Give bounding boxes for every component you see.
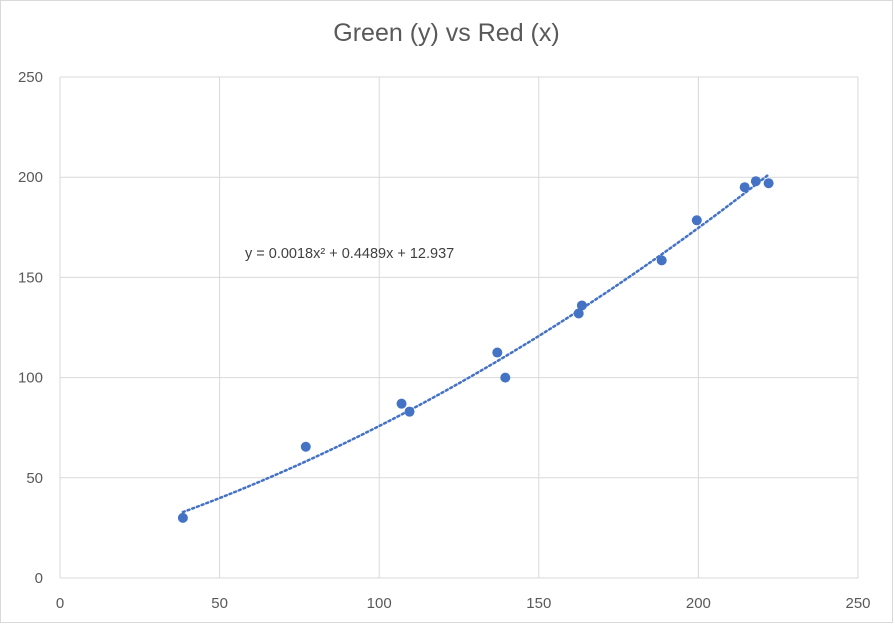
grid-lines [59, 76, 859, 579]
data-point [500, 372, 511, 383]
data-point [656, 255, 667, 266]
data-points [177, 176, 774, 523]
y-tick-label: 100 [18, 370, 43, 387]
x-tick-label: 50 [211, 595, 228, 612]
x-tick-label: 200 [686, 595, 711, 612]
x-tick-label: 0 [56, 595, 64, 612]
x-tick-label: 150 [526, 595, 551, 612]
annotations: y = 0.0018x² + 0.4489x + 12.937 [245, 246, 454, 262]
y-tick-label: 0 [35, 570, 43, 587]
x-tick-label: 100 [367, 595, 392, 612]
data-point [739, 182, 750, 193]
data-point [576, 300, 587, 311]
data-point [396, 398, 407, 409]
x-tick-label: 250 [845, 595, 870, 612]
y-tick-label: 200 [18, 169, 43, 186]
data-point [750, 176, 761, 187]
tick-labels: 0 50 100 150 200 250 0 50 100 150 200 250 [18, 69, 871, 612]
data-point [763, 178, 774, 189]
y-tick-label: 50 [26, 470, 43, 487]
data-point [691, 215, 702, 226]
trendline [181, 173, 770, 514]
data-point [573, 308, 584, 319]
y-tick-label: 250 [18, 69, 43, 86]
data-point [300, 441, 311, 452]
data-point [492, 347, 503, 358]
trendline-equation: y = 0.0018x² + 0.4489x + 12.937 [245, 246, 454, 262]
data-point [177, 512, 188, 523]
chart-title: Green (y) vs Red (x) [333, 19, 560, 47]
y-tick-label: 150 [18, 269, 43, 286]
trendline-layer [181, 173, 770, 514]
data-point [404, 406, 415, 417]
